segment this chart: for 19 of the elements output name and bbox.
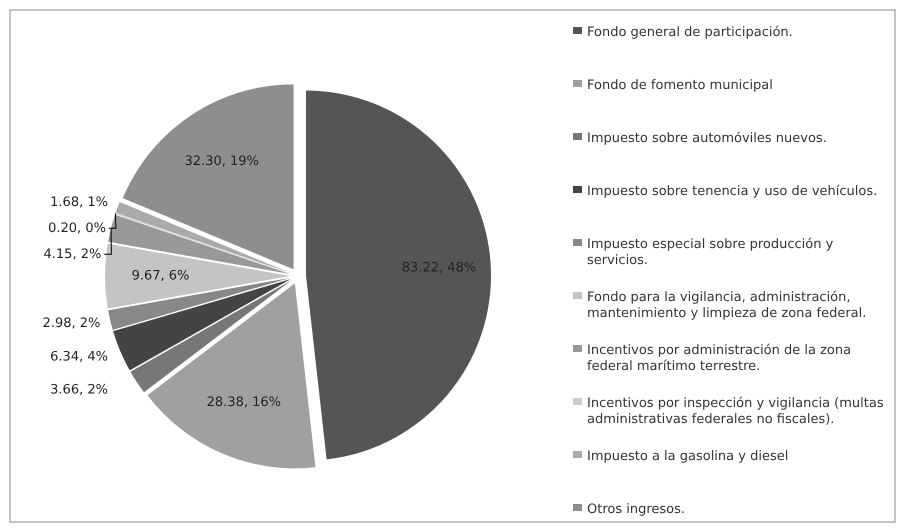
legend-label: Fondo para la vigilancia, administración, mantenimiento y limpieza de zona federal. — [587, 290, 866, 321]
data-label: 1.68, 1% — [50, 194, 108, 210]
data-label: 2.98, 2% — [42, 316, 100, 331]
data-label: 28.38, 16% — [206, 394, 282, 410]
legend-label: Fondo de fomento municipal — [587, 78, 773, 93]
data-label: 4.15, 2% — [44, 246, 102, 262]
legend-label: Fondo general de participación. — [587, 24, 793, 40]
data-label: 3.66, 2% — [50, 382, 108, 398]
data-label: 9.67, 6% — [132, 268, 190, 284]
legend-label: Otros ingresos. — [587, 502, 686, 517]
legend-label: Impuesto sobre automóviles nuevos. — [587, 130, 827, 146]
legend-label: Incentivos por administración de la zona federal marítimo terrestre. — [587, 342, 852, 374]
legend-label: Impuesto especial sobre producción y servicios. — [587, 236, 834, 268]
data-label: 32.30, 19% — [184, 154, 259, 170]
legend-label: Impuesto sobre tenencia y uso de vehículos. — [587, 184, 878, 199]
data-label: 0.20, 0% — [48, 220, 106, 236]
legend-label: Impuesto a la gasolina y diesel — [587, 448, 788, 464]
data-label: 6.34, 4% — [50, 349, 108, 364]
legend-label: Incentivos por inspección y vigilancia (multas administrativas federales no fiscales). — [587, 396, 884, 427]
